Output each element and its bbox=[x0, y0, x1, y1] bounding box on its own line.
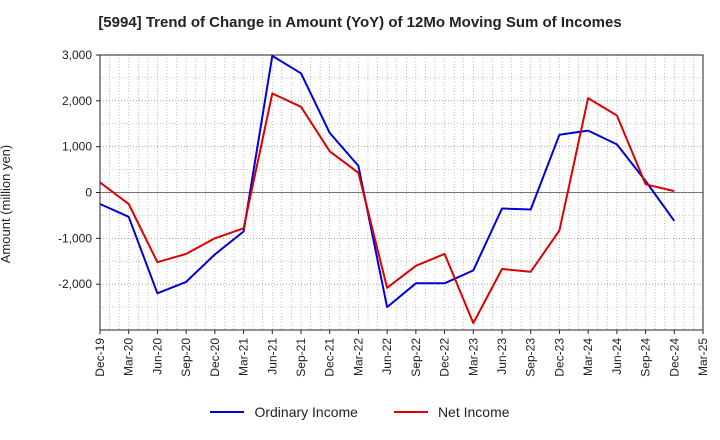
legend: Ordinary Income Net Income bbox=[0, 404, 720, 420]
x-tick-label: Mar-21 bbox=[237, 338, 251, 376]
x-tick-label: Jun-22 bbox=[380, 338, 394, 375]
x-axis-ticks: Dec-19 Mar-20 Jun-20 Sep-20 Dec-20 Mar-21 Jun-… bbox=[93, 330, 710, 377]
x-tick-label: Mar-22 bbox=[351, 338, 365, 376]
x-tick-label: Mar-20 bbox=[122, 338, 136, 376]
y-tick-label: 3,000 bbox=[62, 48, 92, 62]
legend-label-ordinary-income: Ordinary Income bbox=[254, 404, 358, 420]
y-tick-label: 1,000 bbox=[62, 140, 92, 154]
legend-item-net-income: Net Income bbox=[393, 404, 510, 420]
x-tick-label: Dec-22 bbox=[438, 338, 452, 377]
y-tick-label: 0 bbox=[85, 186, 92, 200]
x-tick-label: Sep-21 bbox=[294, 338, 308, 377]
series-line-net-income bbox=[99, 92, 675, 325]
legend-swatch-net-income bbox=[393, 411, 428, 413]
legend-label-net-income: Net Income bbox=[437, 404, 510, 420]
plot-frame bbox=[99, 54, 704, 331]
x-tick-label: Sep-23 bbox=[524, 338, 538, 377]
x-tick-label: Dec-20 bbox=[208, 338, 222, 377]
x-tick-label: Dec-24 bbox=[667, 338, 681, 377]
x-tick-label: Sep-20 bbox=[179, 338, 193, 377]
x-tick-label: Jun-21 bbox=[265, 338, 279, 375]
x-tick-label: Sep-24 bbox=[639, 338, 653, 377]
grid bbox=[100, 54, 703, 330]
x-tick-label: Jun-24 bbox=[610, 338, 624, 375]
x-tick-label: Dec-23 bbox=[552, 338, 566, 377]
y-tick-label: -1,000 bbox=[58, 231, 92, 245]
x-tick-label: Sep-22 bbox=[409, 338, 423, 377]
x-tick-label: Mar-25 bbox=[696, 338, 710, 376]
legend-item-ordinary-income: Ordinary Income bbox=[210, 404, 358, 420]
x-tick-label: Dec-21 bbox=[323, 338, 337, 377]
x-tick-label: Dec-19 bbox=[93, 338, 107, 377]
y-axis-ticks: 3,000 2,000 1,000 0 -1,000 -2,000 bbox=[58, 48, 100, 291]
x-tick-label: Jun-23 bbox=[495, 338, 509, 375]
x-tick-label: Jun-20 bbox=[150, 338, 164, 375]
x-tick-label: Mar-24 bbox=[581, 338, 595, 376]
legend-swatch-ordinary-income bbox=[210, 411, 245, 413]
series-line-ordinary-income bbox=[99, 54, 676, 309]
x-tick-label: Mar-23 bbox=[466, 338, 480, 376]
series-layer bbox=[99, 54, 676, 325]
chart-title: [5994] Trend of Change in Amount (YoY) o… bbox=[98, 14, 622, 31]
y-tick-label: -2,000 bbox=[58, 277, 92, 291]
y-tick-label: 2,000 bbox=[62, 94, 92, 108]
